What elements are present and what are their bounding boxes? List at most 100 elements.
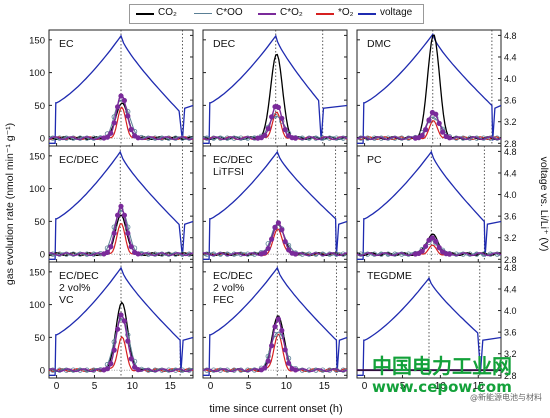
- panel-7-co2o-marker: [115, 326, 121, 332]
- panel-9-xtick-label-15: 15: [473, 381, 485, 392]
- panel-3-co2o-marker: [439, 129, 446, 135]
- panel-1-ytick-label-150: 150: [29, 35, 45, 46]
- panel-1-co2o-marker: [111, 120, 117, 126]
- legend-label-o2: *O₂: [338, 7, 354, 18]
- panel-6-label-0: PC: [367, 154, 382, 166]
- panel-6-coo-marker: [480, 251, 487, 257]
- panel-8-co2o-marker: [279, 327, 285, 334]
- panel-3-vtick-label-4.4: 4.4: [504, 52, 517, 62]
- panel-3-co2o-marker: [426, 117, 432, 123]
- panel-5-coo-marker: [340, 251, 346, 257]
- panel-1-ytick-label-0: 0: [40, 134, 45, 145]
- panel-9-xtick-label-5: 5: [400, 381, 406, 392]
- panel-1-o2-line: [48, 106, 194, 141]
- panel-4-ytick-label-50: 50: [34, 217, 45, 228]
- panel-4-co2o-marker: [128, 244, 134, 250]
- panel-6-vtick-label-4.8: 4.8: [504, 147, 517, 157]
- panel-5-co2o-marker: [292, 251, 299, 257]
- panel-5-co2o-marker: [282, 239, 288, 245]
- panel-3-co2o-marker: [436, 120, 442, 127]
- panel-5-co2o-marker: [285, 247, 292, 253]
- panel-7-coo-marker: [111, 339, 117, 345]
- y-axis-label-left: gas evolution rate (nmol min⁻¹ g⁻¹): [4, 123, 16, 285]
- panel-4-o2-line: [48, 223, 194, 257]
- panel-6-coo-marker: [385, 251, 391, 257]
- panel-2-co2o-marker: [292, 135, 299, 141]
- panel-3-vtick-label-2.8: 2.8: [504, 139, 517, 149]
- panel-7-co2o-marker: [108, 360, 114, 367]
- panel-6-co2o-marker: [419, 248, 425, 254]
- panel-5-co2o-marker: [262, 250, 268, 256]
- panel-1-coo-marker: [159, 135, 165, 141]
- panel-6-vtick-label-3.2: 3.2: [504, 233, 517, 243]
- panel-1-ytick-label-50: 50: [34, 101, 45, 112]
- panel-8-co2o-marker: [262, 365, 268, 371]
- panel-3-co2o-marker: [419, 132, 425, 139]
- panel-5-voltage-line: [203, 150, 348, 260]
- panel-4-label-0: EC/DEC: [59, 154, 99, 166]
- panel-7-xtick-label-10: 10: [127, 381, 139, 392]
- panel-3-voltage-line: [357, 32, 502, 144]
- panel-7-ytick-label-50: 50: [34, 333, 45, 344]
- panel-7-label-2: VC: [59, 294, 74, 306]
- panel-1-co2o-marker: [121, 97, 128, 104]
- panel-7-xtick-label-0: 0: [54, 381, 60, 392]
- panel-8-co2o-marker: [265, 358, 271, 364]
- panel-7-label-0: EC/DEC: [59, 270, 99, 282]
- panel-4-voltage-line: [49, 150, 194, 260]
- panel-2-coo-marker: [326, 135, 333, 141]
- panel-1-coo-line: [48, 99, 194, 140]
- panel-3-co2o-marker: [433, 111, 439, 117]
- panel-8-label-1: 2 vol%: [213, 282, 245, 294]
- panel-7-ytick-label-0: 0: [40, 366, 45, 377]
- panel-5-coo-marker: [245, 251, 251, 257]
- panel-7-ytick-label-150: 150: [29, 267, 45, 278]
- panel-7-co2o-marker: [121, 318, 128, 324]
- panel-4-coo-marker: [84, 251, 90, 257]
- panel-2-co2o-marker: [282, 127, 288, 133]
- panel-7-co2o-marker: [111, 347, 117, 353]
- panel-8-xtick-label-10: 10: [281, 381, 293, 392]
- panel-5-co2o-marker: [275, 220, 281, 226]
- legend-swatch-o2: [316, 13, 334, 15]
- watermark-title: 中国电力工业网: [372, 354, 512, 378]
- panel-2-label-0: DEC: [213, 38, 236, 50]
- panel-7-co2o-marker: [135, 366, 141, 373]
- panel-4-co2o-marker: [111, 230, 117, 236]
- panel-7-co2o-marker: [128, 356, 134, 362]
- panel-9-vtick-label-4: 4.0: [504, 306, 517, 316]
- panel-8-o2-line: [202, 333, 348, 373]
- panel-9-vtick-label-4.4: 4.4: [504, 284, 517, 294]
- legend-label-co2o: C*O₂: [280, 7, 303, 18]
- panel-4-co2o-marker: [125, 230, 131, 236]
- panel-6-co2o-marker: [433, 238, 439, 244]
- panel-6-co2o-marker: [422, 243, 429, 249]
- panel-9-label-0: TEGDME: [367, 270, 412, 282]
- panel-6-coo-marker: [358, 251, 364, 257]
- panel-2-coo-line: [202, 115, 348, 140]
- panel-6-co2o-marker: [429, 235, 435, 241]
- panel-3-vtick-label-4: 4.0: [504, 74, 517, 84]
- panel-8-co2o-marker: [285, 360, 292, 366]
- panel-7-xtick-label-15: 15: [165, 381, 177, 392]
- panel-8-co2o-marker: [292, 367, 299, 373]
- legend-label-coo: C*OO: [216, 7, 243, 18]
- panel-3-co2o-marker: [422, 127, 429, 133]
- panel-8-coo-marker: [313, 367, 319, 373]
- panel-2-co2o-marker: [279, 115, 285, 121]
- panel-5-co2o-marker: [268, 236, 275, 242]
- legend-swatch-voltage: [358, 13, 376, 15]
- panel-8-xtick-label-15: 15: [319, 381, 331, 392]
- legend-swatch-coo: [194, 13, 212, 14]
- panel-8-co2o-marker: [268, 343, 275, 349]
- panel-8-xtick-label-0: 0: [208, 381, 214, 392]
- panel-1-co2o-marker: [108, 130, 114, 136]
- panel-6-co2o-marker: [436, 245, 442, 251]
- panel-6-coo-marker: [405, 251, 412, 257]
- panel-1-co2o-marker: [118, 93, 124, 99]
- panel-2-co2o-marker: [262, 132, 268, 138]
- panel-2-co2o-marker: [275, 104, 281, 111]
- panel-4-co2o-marker: [115, 212, 121, 218]
- panel-9-vtick-label-4.8: 4.8: [504, 263, 517, 273]
